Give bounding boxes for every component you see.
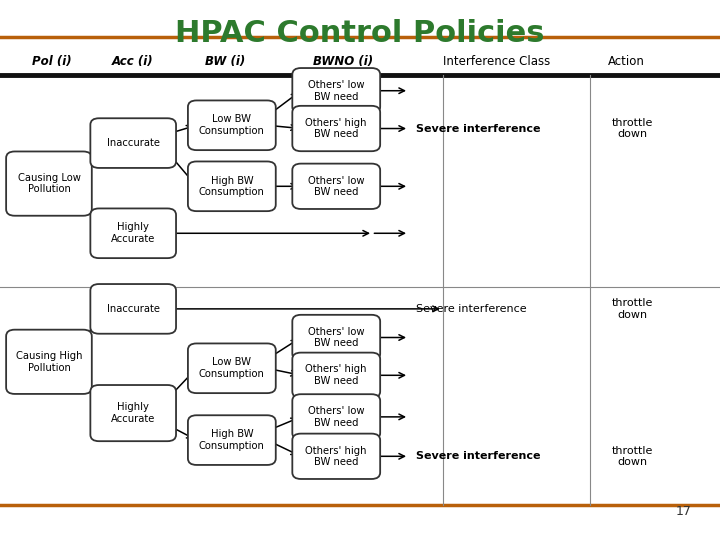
Text: Causing High
Pollution: Causing High Pollution (16, 351, 82, 373)
FancyBboxPatch shape (6, 151, 92, 215)
FancyBboxPatch shape (91, 284, 176, 334)
FancyBboxPatch shape (188, 415, 276, 465)
Text: Severe interference: Severe interference (416, 451, 541, 461)
FancyBboxPatch shape (188, 343, 276, 393)
FancyBboxPatch shape (292, 68, 380, 113)
Text: Inaccurate: Inaccurate (107, 304, 160, 314)
Text: Causing Low
Pollution: Causing Low Pollution (17, 173, 81, 194)
Text: throttle
down: throttle down (611, 446, 653, 467)
Text: Others' low
BW need: Others' low BW need (308, 327, 364, 348)
Text: throttle
down: throttle down (611, 118, 653, 139)
Text: Low BW
Consumption: Low BW Consumption (199, 114, 265, 136)
Text: Severe interference: Severe interference (416, 124, 541, 133)
Text: Action: Action (608, 55, 645, 68)
FancyBboxPatch shape (188, 161, 276, 211)
Text: Others' low
BW need: Others' low BW need (308, 406, 364, 428)
FancyBboxPatch shape (6, 329, 92, 394)
Text: Pol (i): Pol (i) (32, 55, 72, 68)
Text: Highly
Accurate: Highly Accurate (111, 402, 156, 424)
Text: Others' high
BW need: Others' high BW need (305, 364, 367, 386)
Text: Inaccurate: Inaccurate (107, 138, 160, 148)
Text: Highly
Accurate: Highly Accurate (111, 222, 156, 244)
FancyBboxPatch shape (292, 315, 380, 360)
Text: High BW
Consumption: High BW Consumption (199, 429, 265, 451)
FancyBboxPatch shape (292, 164, 380, 209)
FancyBboxPatch shape (292, 353, 380, 398)
Text: throttle
down: throttle down (611, 298, 653, 320)
FancyBboxPatch shape (91, 118, 176, 168)
Text: Acc (i): Acc (i) (112, 55, 153, 68)
Text: High BW
Consumption: High BW Consumption (199, 176, 265, 197)
Text: BW (i): BW (i) (205, 55, 246, 68)
FancyBboxPatch shape (91, 208, 176, 258)
FancyBboxPatch shape (91, 385, 176, 441)
FancyBboxPatch shape (188, 100, 276, 150)
Text: Low BW
Consumption: Low BW Consumption (199, 357, 265, 379)
Text: HPAC Control Policies: HPAC Control Policies (175, 19, 545, 48)
Text: Others' high
BW need: Others' high BW need (305, 118, 367, 139)
Text: Severe interference: Severe interference (416, 304, 527, 314)
Text: Others' low
BW need: Others' low BW need (308, 80, 364, 102)
Text: 17: 17 (675, 505, 691, 518)
Text: Interference Class: Interference Class (443, 55, 550, 68)
FancyBboxPatch shape (292, 106, 380, 151)
Text: BWNO (i): BWNO (i) (313, 55, 374, 68)
FancyBboxPatch shape (292, 434, 380, 479)
Text: Others' high
BW need: Others' high BW need (305, 446, 367, 467)
FancyBboxPatch shape (292, 394, 380, 440)
Text: Others' low
BW need: Others' low BW need (308, 176, 364, 197)
